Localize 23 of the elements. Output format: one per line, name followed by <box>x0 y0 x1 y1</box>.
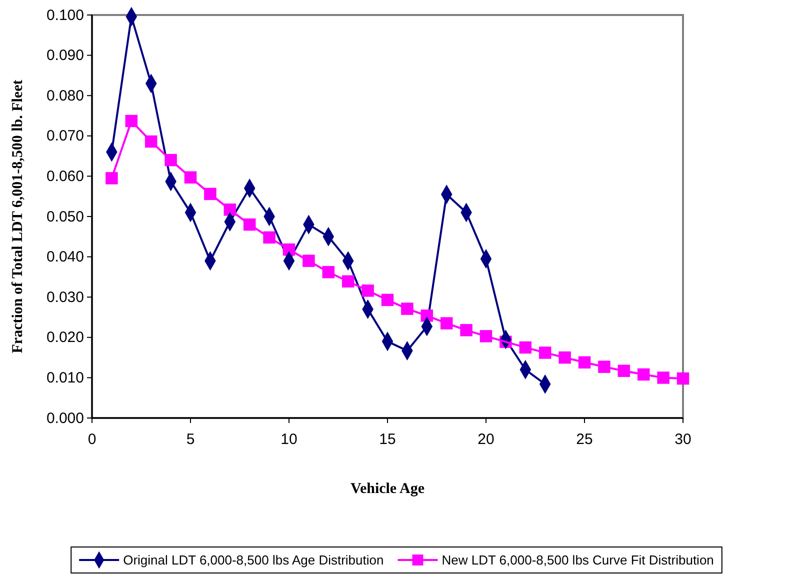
x-tick-label: 25 <box>576 431 593 448</box>
y-tick-label: 0.010 <box>46 370 84 386</box>
y-tick-label: 0.030 <box>46 288 84 306</box>
y-tick-label: 0.040 <box>46 248 84 266</box>
y-tick-label: 0.020 <box>46 329 84 346</box>
y-tick-label: 0.060 <box>46 168 84 185</box>
x-tick-label: 10 <box>280 431 298 448</box>
x-axis-title: Vehicle Age <box>350 481 425 497</box>
y-tick-label: 0.070 <box>46 128 84 145</box>
y-tick-label: 0.100 <box>46 6 84 24</box>
y-tick-label: 0.080 <box>46 87 84 104</box>
legend-label: New LDT 6,000-8,500 lbs Curve Fit Distribution <box>442 552 714 568</box>
x-tick-label: 30 <box>674 431 692 448</box>
legend-label: Original LDT 6,000-8,500 lbs Age Distribution <box>123 552 384 568</box>
y-tick-label: 0.090 <box>46 47 84 64</box>
x-tick-label: 20 <box>478 431 494 448</box>
x-tick-label: 15 <box>379 431 396 448</box>
x-tick-label: 0 <box>88 431 96 448</box>
x-tick-label: 5 <box>186 431 195 448</box>
point <box>106 172 118 184</box>
y-axis-title: Fraction of Total LDT 6,001-8,500 lb. Fleet <box>10 80 26 354</box>
y-tick-label: 0.000 <box>46 410 84 427</box>
y-tick-label: 0.050 <box>46 208 84 226</box>
